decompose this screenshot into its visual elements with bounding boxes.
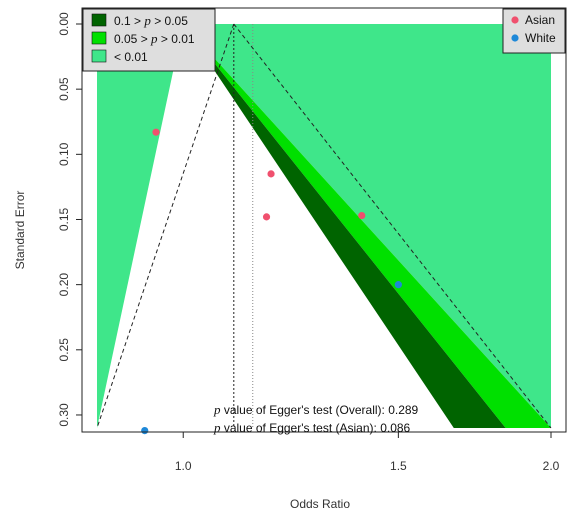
y-tick-label-5: 0.25 [57,338,71,362]
contour-lt-001-left [97,24,184,428]
x-tick-label-0: 1.0 [175,459,192,473]
y-tick-label-3: 0.15 [57,207,71,231]
contour-legend-label-2: < 0.01 [114,50,148,64]
group-legend-label-white: White [525,31,556,45]
plot-frame [81,7,567,433]
point-white-2 [141,427,149,435]
y-tick-label-4: 0.20 [57,273,71,297]
egger-annotations: p value of Egger's test (Overall): 0.289… [213,402,419,435]
group-legend-marker-white [511,34,519,42]
contour-legend-label-1: 0.05 > p > 0.01 [114,31,195,46]
reference-lines [96,23,552,429]
x-axis-title: Odds Ratio [290,497,350,511]
y-axis-title: Standard Error [13,191,27,270]
egger-annotation-0: p value of Egger's test (Overall): 0.289 [213,402,419,417]
contour-legend-swatch-0 [91,13,107,27]
x-tick-label-2: 2.0 [543,459,560,473]
point-asian-1 [152,128,160,136]
y-tick-label-1: 0.05 [57,77,71,101]
point-asian-4 [358,211,366,220]
contour-legend-swatch-2 [91,49,107,63]
egger-annotation-1: p value of Egger's test (Asian): 0.086 [213,420,411,435]
y-tick-label-2: 0.10 [57,142,71,166]
point-white-1 [394,281,402,289]
group-legend-label-asian: Asian [525,13,555,27]
contour-legend-swatch-1 [91,31,107,45]
contour-regions [97,24,551,428]
group-legend-marker-asian [511,16,519,24]
point-asian-2 [267,170,275,178]
contour-005-001-right [183,24,551,428]
pseudo-ci-left [96,23,235,429]
group-legend-box [502,8,566,54]
y-tick-label-0: 0.00 [57,12,71,36]
x-axis: 1.0 1.5 2.0 [175,432,560,473]
contour-lt-001-right [183,24,551,428]
y-tick-label-6: 0.30 [57,403,71,427]
y-axis: 0.00 0.05 0.10 0.15 0.20 0.25 0.30 [57,12,82,427]
pseudo-ci-right [233,23,552,429]
contour-01-005-right [183,24,506,428]
contour-legend-label-0: 0.1 > p > 0.05 [114,13,188,28]
x-tick-label-1: 1.5 [390,459,407,473]
contour-legend: 0.1 > p > 0.05 0.05 > p > 0.01 < 0.01 [82,8,216,72]
group-legend: Asian White [502,8,566,54]
point-asian-3 [262,213,271,221]
